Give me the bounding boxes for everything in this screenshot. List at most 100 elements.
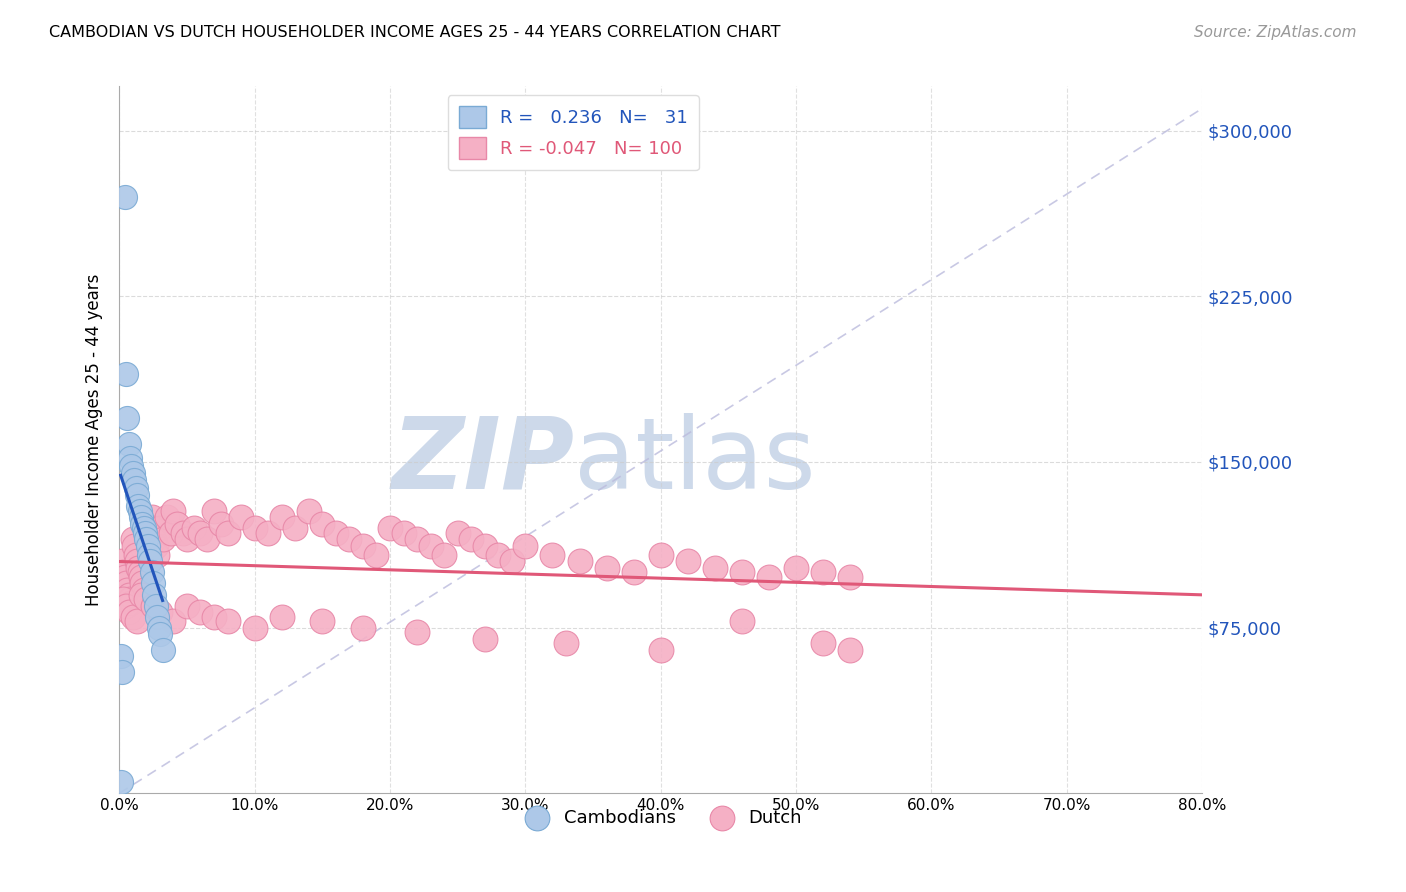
- Point: [121, 466, 143, 480]
- Point: [352, 621, 374, 635]
- Point: [136, 539, 159, 553]
- Text: Source: ZipAtlas.com: Source: ZipAtlas.com: [1194, 25, 1357, 40]
- Point: [176, 599, 198, 613]
- Point: [298, 503, 321, 517]
- Point: [176, 533, 198, 547]
- Point: [311, 614, 333, 628]
- Point: [270, 609, 292, 624]
- Point: [284, 521, 307, 535]
- Point: [183, 521, 205, 535]
- Point: [352, 539, 374, 553]
- Point: [419, 539, 441, 553]
- Point: [129, 510, 152, 524]
- Point: [209, 516, 232, 531]
- Point: [125, 488, 148, 502]
- Point: [125, 614, 148, 628]
- Point: [115, 367, 138, 381]
- Point: [156, 510, 179, 524]
- Point: [366, 548, 388, 562]
- Point: [392, 525, 415, 540]
- Point: [229, 510, 252, 524]
- Point: [406, 625, 429, 640]
- Point: [257, 525, 280, 540]
- Point: [118, 587, 141, 601]
- Point: [141, 566, 163, 580]
- Point: [758, 570, 780, 584]
- Text: atlas: atlas: [574, 413, 815, 509]
- Point: [127, 561, 149, 575]
- Point: [143, 533, 166, 547]
- Point: [111, 554, 134, 568]
- Point: [650, 642, 672, 657]
- Point: [117, 410, 139, 425]
- Point: [112, 591, 135, 606]
- Point: [145, 599, 167, 613]
- Point: [134, 525, 156, 540]
- Text: ZIP: ZIP: [391, 413, 574, 509]
- Point: [122, 539, 145, 553]
- Point: [141, 510, 163, 524]
- Point: [115, 599, 138, 613]
- Point: [839, 642, 862, 657]
- Point: [120, 596, 142, 610]
- Point: [149, 521, 172, 535]
- Point: [112, 566, 135, 580]
- Point: [142, 521, 165, 535]
- Point: [120, 450, 142, 465]
- Point: [270, 510, 292, 524]
- Point: [172, 525, 194, 540]
- Legend: Cambodians, Dutch: Cambodians, Dutch: [512, 801, 810, 834]
- Point: [118, 437, 141, 451]
- Point: [474, 539, 496, 553]
- Point: [138, 539, 160, 553]
- Point: [117, 583, 139, 598]
- Point: [111, 665, 134, 679]
- Point: [124, 548, 146, 562]
- Point: [121, 609, 143, 624]
- Point: [142, 576, 165, 591]
- Point: [118, 605, 141, 619]
- Point: [148, 621, 170, 635]
- Point: [138, 548, 160, 562]
- Y-axis label: Householder Income Ages 25 - 44 years: Householder Income Ages 25 - 44 years: [86, 274, 103, 606]
- Point: [811, 636, 834, 650]
- Point: [217, 614, 239, 628]
- Point: [433, 548, 456, 562]
- Point: [555, 636, 578, 650]
- Point: [202, 503, 225, 517]
- Point: [139, 548, 162, 562]
- Point: [195, 533, 218, 547]
- Point: [325, 525, 347, 540]
- Point: [703, 561, 725, 575]
- Point: [120, 459, 142, 474]
- Point: [135, 533, 157, 547]
- Point: [650, 548, 672, 562]
- Point: [114, 570, 136, 584]
- Point: [146, 548, 169, 562]
- Point: [623, 566, 645, 580]
- Point: [217, 525, 239, 540]
- Point: [115, 576, 138, 591]
- Point: [202, 609, 225, 624]
- Point: [114, 190, 136, 204]
- Point: [131, 516, 153, 531]
- Point: [149, 605, 172, 619]
- Point: [785, 561, 807, 575]
- Point: [149, 627, 172, 641]
- Point: [131, 576, 153, 591]
- Point: [132, 583, 155, 598]
- Point: [515, 539, 537, 553]
- Point: [143, 587, 166, 601]
- Point: [541, 548, 564, 562]
- Point: [135, 525, 157, 540]
- Point: [124, 482, 146, 496]
- Point: [339, 533, 361, 547]
- Point: [731, 566, 754, 580]
- Point: [676, 554, 699, 568]
- Point: [125, 554, 148, 568]
- Point: [595, 561, 617, 575]
- Point: [146, 609, 169, 624]
- Point: [128, 503, 150, 517]
- Point: [142, 599, 165, 613]
- Point: [127, 499, 149, 513]
